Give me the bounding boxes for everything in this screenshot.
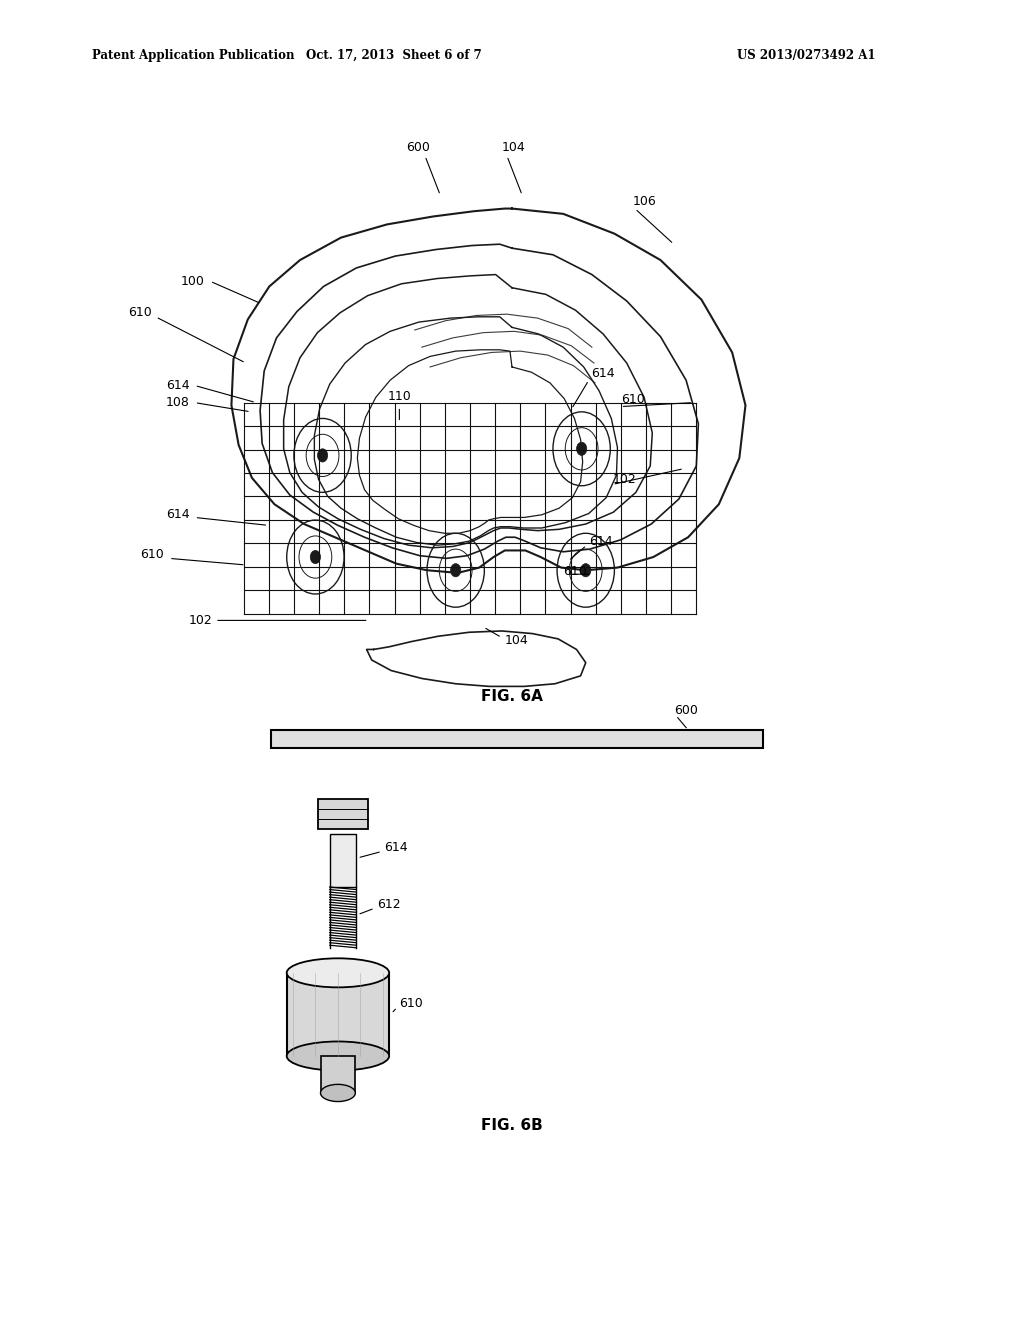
FancyBboxPatch shape [271,730,763,748]
Text: 610: 610 [563,565,587,578]
Bar [321,1056,355,1093]
Text: Patent Application Publication: Patent Application Publication [92,49,295,62]
Text: 108: 108 [166,396,189,409]
Bar [330,834,356,887]
Circle shape [310,550,321,564]
Text: 612: 612 [377,898,400,911]
Circle shape [581,564,591,577]
Ellipse shape [287,958,389,987]
Text: 110: 110 [387,389,412,403]
Text: Oct. 17, 2013  Sheet 6 of 7: Oct. 17, 2013 Sheet 6 of 7 [306,49,482,62]
Text: FIG. 6B: FIG. 6B [481,1118,543,1134]
Text: 610: 610 [140,548,164,561]
Text: 614: 614 [591,367,614,380]
Text: 610: 610 [399,997,423,1010]
Circle shape [317,449,328,462]
Text: 102: 102 [612,473,636,486]
Text: 100: 100 [181,275,205,288]
Text: 104: 104 [505,634,528,647]
Text: 600: 600 [406,141,430,154]
Text: 614: 614 [166,508,189,521]
Text: 614: 614 [384,841,408,854]
Text: 610: 610 [622,393,645,407]
Bar [287,973,389,1056]
Ellipse shape [287,1041,389,1071]
Bar [318,799,368,829]
Text: 610: 610 [128,306,152,319]
Text: 600: 600 [674,704,697,717]
Text: 106: 106 [633,195,656,209]
Text: 104: 104 [502,141,525,154]
Circle shape [577,442,587,455]
Text: 614: 614 [589,535,612,548]
Text: US 2013/0273492 A1: US 2013/0273492 A1 [737,49,876,62]
Text: 102: 102 [188,614,212,627]
Text: 614: 614 [166,379,189,392]
Circle shape [451,564,461,577]
Text: FIG. 6A: FIG. 6A [481,689,543,705]
Ellipse shape [321,1084,355,1101]
